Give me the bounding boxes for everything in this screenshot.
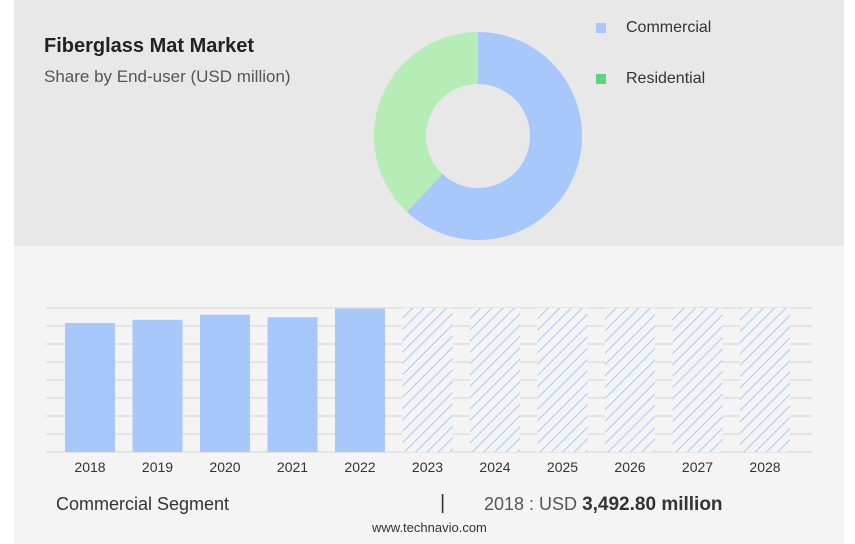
bar-2021 <box>267 317 318 452</box>
tick-label-2019: 2019 <box>142 459 173 475</box>
donut-chart <box>374 32 582 240</box>
legend-swatch-commercial <box>596 23 606 33</box>
tick-label-2028: 2028 <box>749 459 780 475</box>
bar-2018 <box>65 323 115 452</box>
bar-group <box>65 308 790 452</box>
legend-label-commercial: Commercial <box>626 19 712 36</box>
bar-2022 <box>335 308 385 452</box>
footer-year-prefix: 2018 : USD <box>484 494 578 514</box>
forecast-bar-2027 <box>672 308 723 452</box>
legend-label-residential: Residential <box>626 70 706 87</box>
tick-label-2024: 2024 <box>479 459 510 475</box>
forecast-bar-2026 <box>605 308 655 452</box>
legend-swatch-residential <box>596 74 606 84</box>
forecast-bar-2024 <box>470 308 520 452</box>
legend-item-residential: Residential <box>596 70 705 88</box>
footer-separator: | <box>440 492 446 514</box>
bar-2019 <box>132 319 183 452</box>
donut-slice-commercial <box>406 32 582 240</box>
bar-chart: 2018 2019 2020 2021 2022 2023 2024 2025 2026 2027… <box>46 307 812 475</box>
tick-label-2020: 2020 <box>209 459 240 475</box>
tick-labels: 2018 2019 2020 2021 2022 2023 2024 2025 2026 2027… <box>74 459 780 475</box>
tick-label-2025: 2025 <box>547 459 578 475</box>
tick-label-2021: 2021 <box>277 459 308 475</box>
forecast-bar-2023 <box>402 308 453 452</box>
tick-label-2026: 2026 <box>614 459 645 475</box>
footer-segment: Commercial Segment <box>56 494 230 514</box>
footer-amount: 3,492.80 million <box>582 494 723 515</box>
chart-title: Fiberglass Mat Market <box>44 35 255 57</box>
source-link[interactable]: www.technavio.com <box>372 520 487 535</box>
forecast-bar-2028 <box>740 308 790 452</box>
footer-value: 2018 : USD 3,492.80 million <box>484 494 723 516</box>
tick-label-2027: 2027 <box>682 459 713 475</box>
tick-label-2023: 2023 <box>412 459 443 475</box>
donut-slice-residential <box>374 32 478 212</box>
legend-item-commercial: Commercial <box>596 19 711 37</box>
tick-label-2022: 2022 <box>344 459 375 475</box>
chart-subtitle: Share by End-user (USD million) <box>44 67 291 86</box>
forecast-bar-2025 <box>537 308 588 452</box>
tick-label-2018: 2018 <box>74 459 105 475</box>
bar-2020 <box>200 314 250 452</box>
